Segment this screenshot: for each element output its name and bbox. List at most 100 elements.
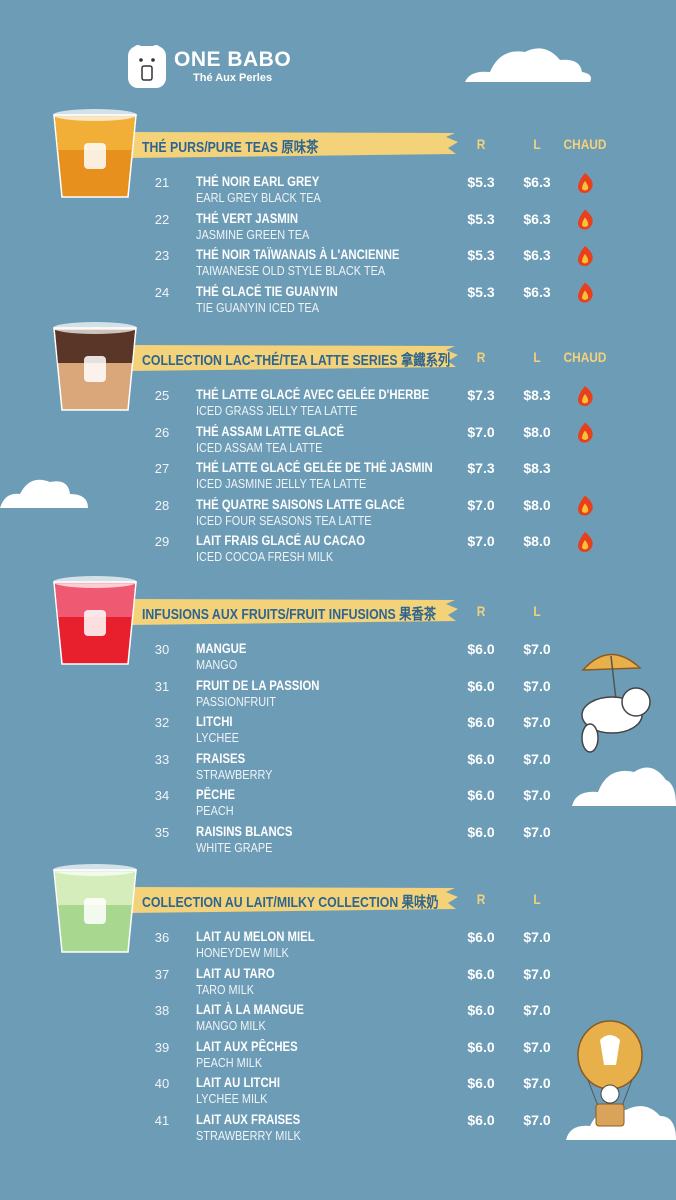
price-large: $7.0	[523, 641, 551, 657]
price-regular: $6.0	[467, 823, 495, 840]
price-large: $7.0	[523, 1075, 551, 1091]
item-name-fr: LAIT AUX PÊCHES	[196, 1038, 298, 1054]
item-name-en: PEACH	[196, 803, 234, 818]
item-number: 39	[154, 1039, 170, 1055]
price-regular: $6.0	[467, 1111, 495, 1128]
price-large: $7.0	[523, 965, 551, 982]
item-name-fr: RAISINS BLANCS	[196, 823, 293, 839]
item-name-en: ICED FOUR SEASONS TEA LATTE	[196, 512, 372, 528]
price-regular: $6.0	[467, 787, 495, 803]
item-name-en: ICED JASMINE JELLY TEA LATTE	[196, 476, 367, 491]
price-regular: $6.0	[467, 750, 495, 767]
cup-rim	[53, 322, 137, 334]
cup-rim	[53, 576, 137, 588]
price-regular: $5.3	[467, 174, 495, 190]
hot-icon-core	[582, 254, 589, 264]
balloon-bear	[577, 1020, 643, 1127]
item-name-en: TAIWANESE OLD STYLE BLACK TEA	[196, 263, 386, 278]
item-number: 27	[154, 461, 170, 476]
item-number: 25	[154, 388, 170, 403]
item-name-fr: THÉ NOIR TAÏWANAIS À L'ANCIENNE	[196, 247, 400, 262]
column-header: R	[476, 136, 486, 152]
item-name-en: ICED GRASS JELLY TEA LATTE	[196, 403, 358, 418]
item-number: 22	[154, 211, 170, 227]
price-regular: $6.0	[467, 965, 495, 982]
column-header: L	[533, 891, 541, 907]
hot-icon-core	[582, 540, 589, 550]
price-regular: $7.0	[467, 533, 495, 549]
item-number: 26	[154, 424, 170, 440]
logo-icon	[128, 45, 166, 88]
cup-top	[55, 584, 135, 617]
item-name-en: JASMINE GREEN TEA	[196, 226, 310, 242]
price-large: $7.0	[523, 1002, 551, 1018]
item-name-fr: THÉ QUATRE SAISONS LATTE GLACÉ	[196, 496, 405, 512]
price-large: $8.0	[523, 533, 551, 549]
item-name-fr: LAIT AU LITCHI	[196, 1075, 280, 1090]
item-name-fr: MANGUE	[196, 641, 247, 656]
item-name-fr: LAIT AU MELON MIEL	[196, 929, 315, 944]
item-name-fr: FRUIT DE LA PASSION	[196, 677, 320, 693]
item-name-fr: THÉ VERT JASMIN	[196, 210, 299, 226]
price-large: $8.3	[523, 460, 551, 476]
price-large: $7.0	[523, 823, 551, 840]
hot-icon-core	[582, 503, 589, 513]
item-number: 32	[154, 715, 170, 730]
hot-icon-core	[582, 290, 589, 300]
column-header: R	[476, 891, 486, 907]
price-regular: $7.3	[467, 387, 495, 403]
item-name-fr: THÉ NOIR EARL GREY	[196, 174, 320, 189]
item-name-fr: LITCHI	[196, 714, 233, 729]
section-banner	[128, 887, 458, 913]
item-name-fr: THÉ LATTE GLACÉ AVEC GELÉE D'HERBE	[196, 387, 430, 402]
item-number: 41	[154, 1112, 170, 1128]
column-header: L	[533, 136, 541, 152]
price-large: $6.3	[523, 174, 551, 190]
price-large: $8.0	[523, 423, 551, 440]
section-title: INFUSIONS AUX FRUITS/FRUIT INFUSIONS 果香茶	[142, 606, 437, 623]
item-name-en: LYCHEE	[196, 730, 239, 745]
cup-top	[55, 330, 135, 363]
column-header: CHAUD	[563, 136, 607, 152]
price-regular: $5.3	[467, 210, 495, 227]
price-large: $6.3	[523, 283, 551, 300]
column-header: L	[533, 349, 541, 365]
item-name-fr: LAIT À LA MANGUE	[196, 1002, 304, 1017]
section-title: COLLECTION AU LAIT/MILKY COLLECTION 果味奶	[142, 894, 439, 911]
price-regular: $6.0	[467, 1038, 495, 1055]
item-name-fr: PÊCHE	[196, 787, 236, 802]
price-large: $7.0	[523, 1038, 551, 1055]
cup-logo	[84, 356, 106, 382]
item-name-en: ICED COCOA FRESH MILK	[196, 549, 334, 564]
section-title: COLLECTION LAC-THÉ/TEA LATTE SERIES 拿鐵系列	[142, 352, 451, 369]
cup-logo	[84, 898, 106, 924]
hot-icon-core	[582, 394, 589, 404]
clouds	[0, 48, 676, 1140]
item-number: 23	[154, 248, 170, 263]
item-name-en: TARO MILK	[196, 981, 255, 997]
item-name-en: HONEYDEW MILK	[196, 945, 289, 960]
item-name-fr: LAIT FRAIS GLACÉ AU CACAO	[196, 533, 366, 548]
item-name-fr: THÉ LATTE GLACÉ GELÉE DE THÉ JASMIN	[196, 460, 433, 475]
item-number: 33	[154, 751, 170, 767]
cup-logo	[84, 610, 106, 636]
price-regular: $7.0	[467, 423, 495, 440]
column-header: R	[476, 349, 486, 365]
item-name-en: MANGO	[196, 657, 238, 672]
item-name-en: STRAWBERRY MILK	[196, 1127, 301, 1143]
item-name-en: ICED ASSAM TEA LATTE	[196, 439, 323, 455]
cup-logo	[84, 143, 106, 169]
cup-rim	[53, 109, 137, 121]
item-number: 30	[154, 642, 170, 657]
item-number: 40	[154, 1076, 170, 1091]
hot-icon-core	[582, 217, 589, 227]
item-number: 38	[154, 1003, 170, 1018]
item-number: 37	[154, 966, 170, 982]
column-header: L	[533, 603, 541, 619]
item-name-en: EARL GREY BLACK TEA	[196, 190, 321, 205]
item-name-en: WHITE GRAPE	[196, 839, 273, 855]
cup-rim	[53, 864, 137, 876]
item-number: 28	[154, 497, 170, 513]
item-name-en: STRAWBERRY	[196, 766, 273, 782]
